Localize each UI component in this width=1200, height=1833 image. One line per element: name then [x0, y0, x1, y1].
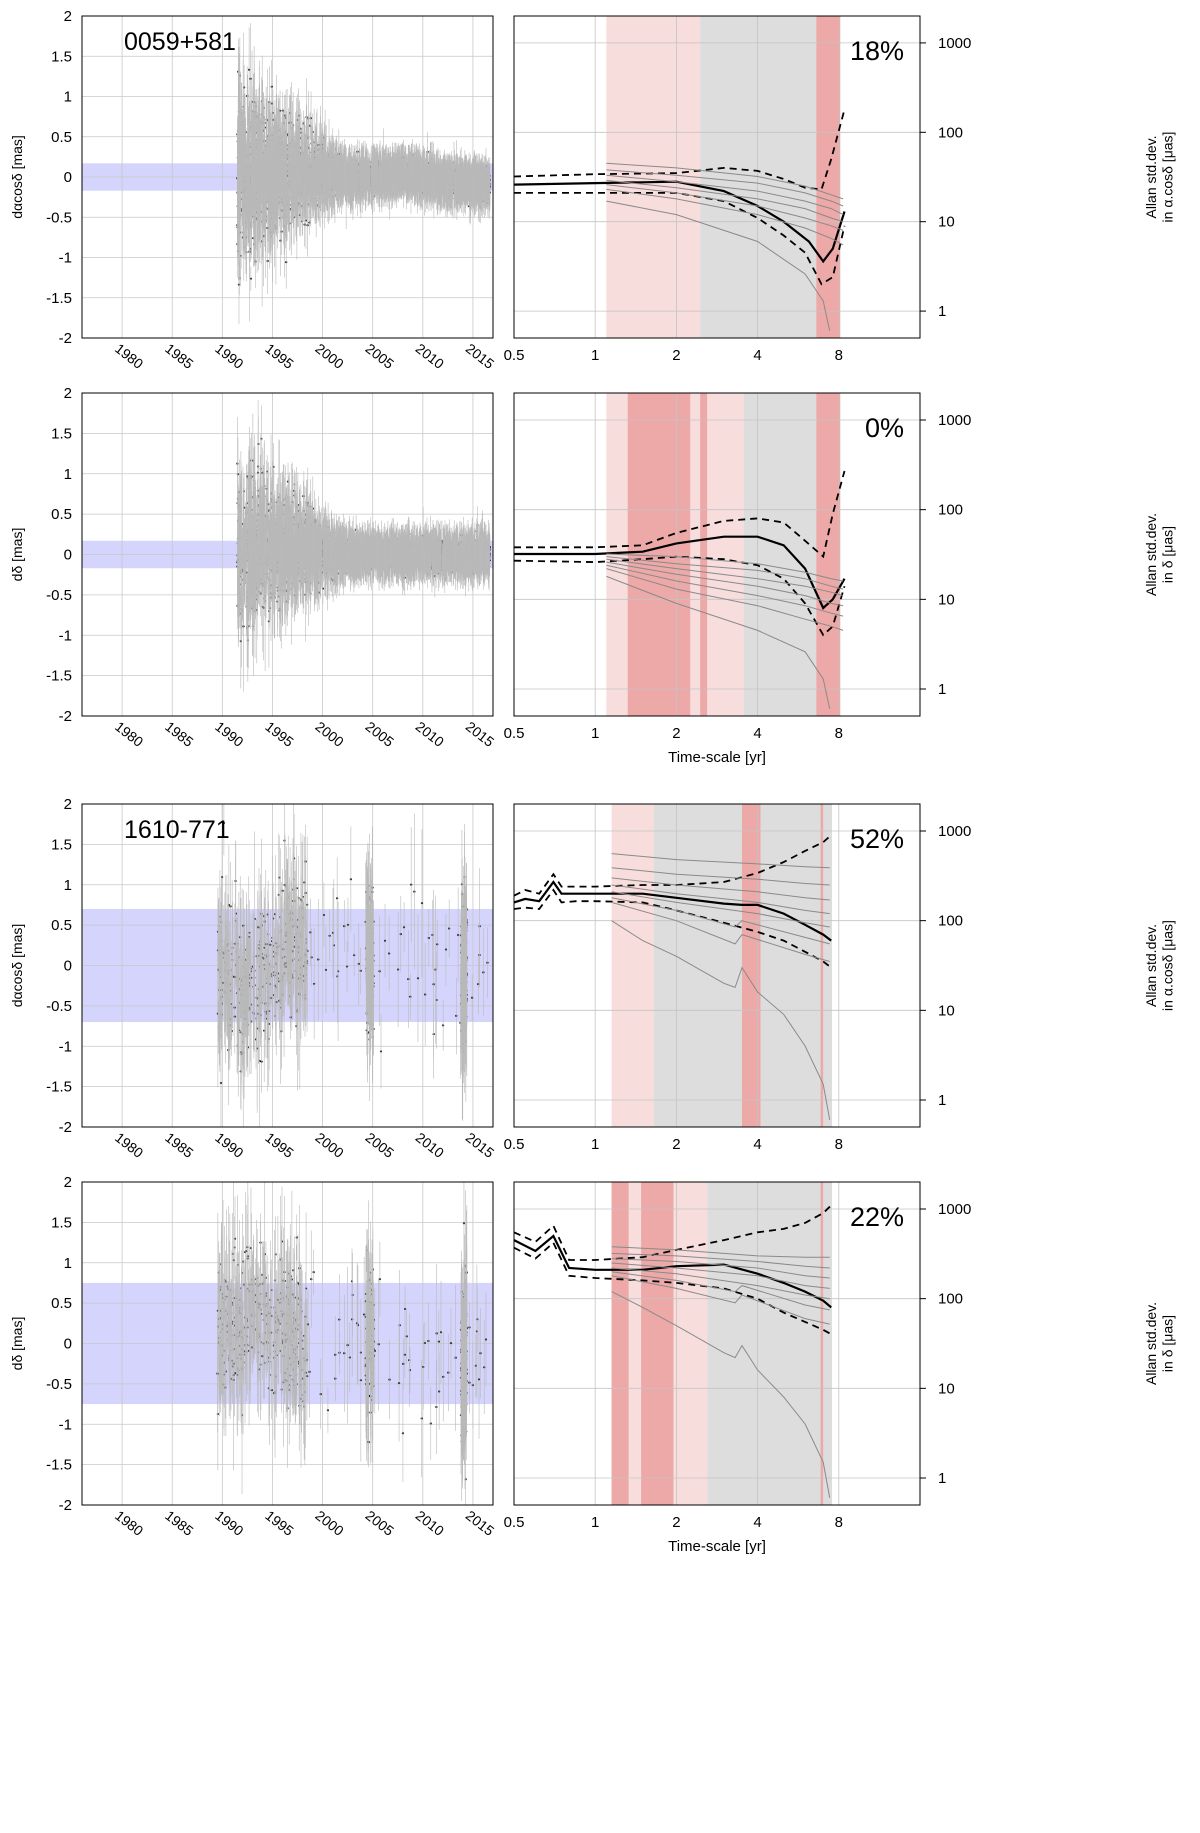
y-tick-label: 0: [64, 169, 72, 186]
y-tick-label: 0.5: [51, 129, 72, 146]
y-tick-label: 2: [64, 8, 72, 25]
y-tick-label: 1.5: [51, 48, 72, 65]
y-tick-label: 1: [64, 89, 72, 106]
y-tick-label: -1: [59, 250, 72, 267]
y-tick-label: -2: [59, 330, 72, 347]
y-tick-label: -1.5: [46, 290, 72, 307]
y-tick-label: -0.5: [46, 209, 72, 226]
